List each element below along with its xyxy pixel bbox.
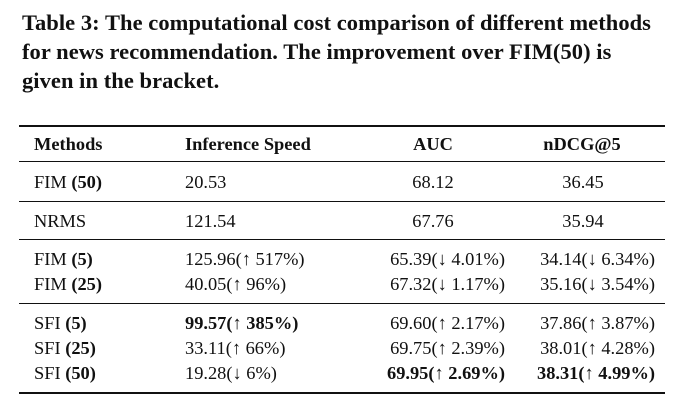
- speed-cell: 40.05(↑ 96%): [185, 274, 287, 294]
- auc-cell: 67.76: [412, 211, 454, 231]
- table-row: FIM (5) 125.96(↑ 517%) 65.39(↓ 4.01%) 34…: [19, 247, 665, 271]
- speed-cell: 20.53: [185, 172, 227, 192]
- table-row: SFI (50) 19.28(↓ 6%) 69.95(↑ 2.69%) 38.3…: [19, 361, 665, 385]
- method-param: (5): [71, 249, 93, 269]
- method-name: FIM: [34, 249, 67, 269]
- table-header-row: Methods Inference Speed AUC nDCG@5: [19, 132, 665, 156]
- speed-cell-best: 99.57(↑ 385%): [185, 313, 299, 333]
- method-name: FIM: [34, 172, 67, 192]
- method-cell: SFI (25): [34, 336, 96, 360]
- speed-cell: 121.54: [185, 211, 236, 231]
- method-name: SFI: [34, 313, 61, 333]
- ndcg-cell: 37.86(↑ 3.87%): [540, 313, 655, 333]
- speed-cell: 125.96(↑ 517%): [185, 249, 305, 269]
- group-divider-3: [19, 303, 665, 304]
- method-param: (25): [65, 338, 96, 358]
- method-name: SFI: [34, 363, 61, 383]
- table-row: FIM (25) 40.05(↑ 96%) 67.32(↓ 1.17%) 35.…: [19, 272, 665, 296]
- method-name: SFI: [34, 338, 61, 358]
- method-param: (50): [71, 172, 102, 192]
- method-name: NRMS: [34, 211, 87, 231]
- group-divider-2: [19, 239, 665, 240]
- ndcg-cell: 36.45: [562, 172, 604, 192]
- ndcg-cell: 35.94: [562, 211, 604, 231]
- table-caption: Table 3: The computational cost comparis…: [22, 10, 651, 93]
- table-row: SFI (25) 33.11(↑ 66%) 69.75(↑ 2.39%) 38.…: [19, 336, 665, 360]
- method-cell: FIM (5): [34, 247, 93, 271]
- ndcg-cell: 34.14(↓ 6.34%): [540, 249, 655, 269]
- auc-cell: 69.60(↑ 2.17%): [390, 313, 505, 333]
- auc-cell-best: 69.95(↑ 2.69%): [387, 363, 505, 383]
- speed-cell: 19.28(↓ 6%): [185, 363, 277, 383]
- auc-cell: 65.39(↓ 4.01%): [390, 249, 505, 269]
- header-rule: [19, 161, 665, 162]
- method-cell: NRMS: [34, 209, 86, 233]
- group-divider-1: [19, 201, 665, 202]
- auc-cell: 68.12: [412, 172, 454, 192]
- method-cell: SFI (5): [34, 311, 87, 335]
- top-rule: [19, 125, 665, 127]
- table-row: FIM (50) 20.53 68.12 36.45: [19, 170, 665, 194]
- method-cell: SFI (50): [34, 361, 96, 385]
- header-inference-speed: Inference Speed: [185, 134, 311, 154]
- header-methods: Methods: [34, 134, 103, 154]
- table-row: SFI (5) 99.57(↑ 385%) 69.60(↑ 2.17%) 37.…: [19, 311, 665, 335]
- method-cell: FIM (50): [34, 170, 102, 194]
- header-ndcg: nDCG@5: [543, 134, 621, 154]
- ndcg-cell: 38.01(↑ 4.28%): [540, 338, 655, 358]
- method-param: (5): [65, 313, 87, 333]
- bottom-rule: [19, 392, 665, 394]
- auc-cell: 67.32(↓ 1.17%): [390, 274, 505, 294]
- table-row: NRMS 121.54 67.76 35.94: [19, 209, 665, 233]
- method-param: (25): [71, 274, 102, 294]
- method-param: (50): [65, 363, 96, 383]
- speed-cell: 33.11(↑ 66%): [185, 338, 286, 358]
- method-name: FIM: [34, 274, 67, 294]
- auc-cell: 69.75(↑ 2.39%): [390, 338, 505, 358]
- ndcg-cell-best: 38.31(↑ 4.99%): [537, 363, 655, 383]
- ndcg-cell: 35.16(↓ 3.54%): [540, 274, 655, 294]
- method-cell: FIM (25): [34, 272, 102, 296]
- header-auc: AUC: [413, 134, 453, 154]
